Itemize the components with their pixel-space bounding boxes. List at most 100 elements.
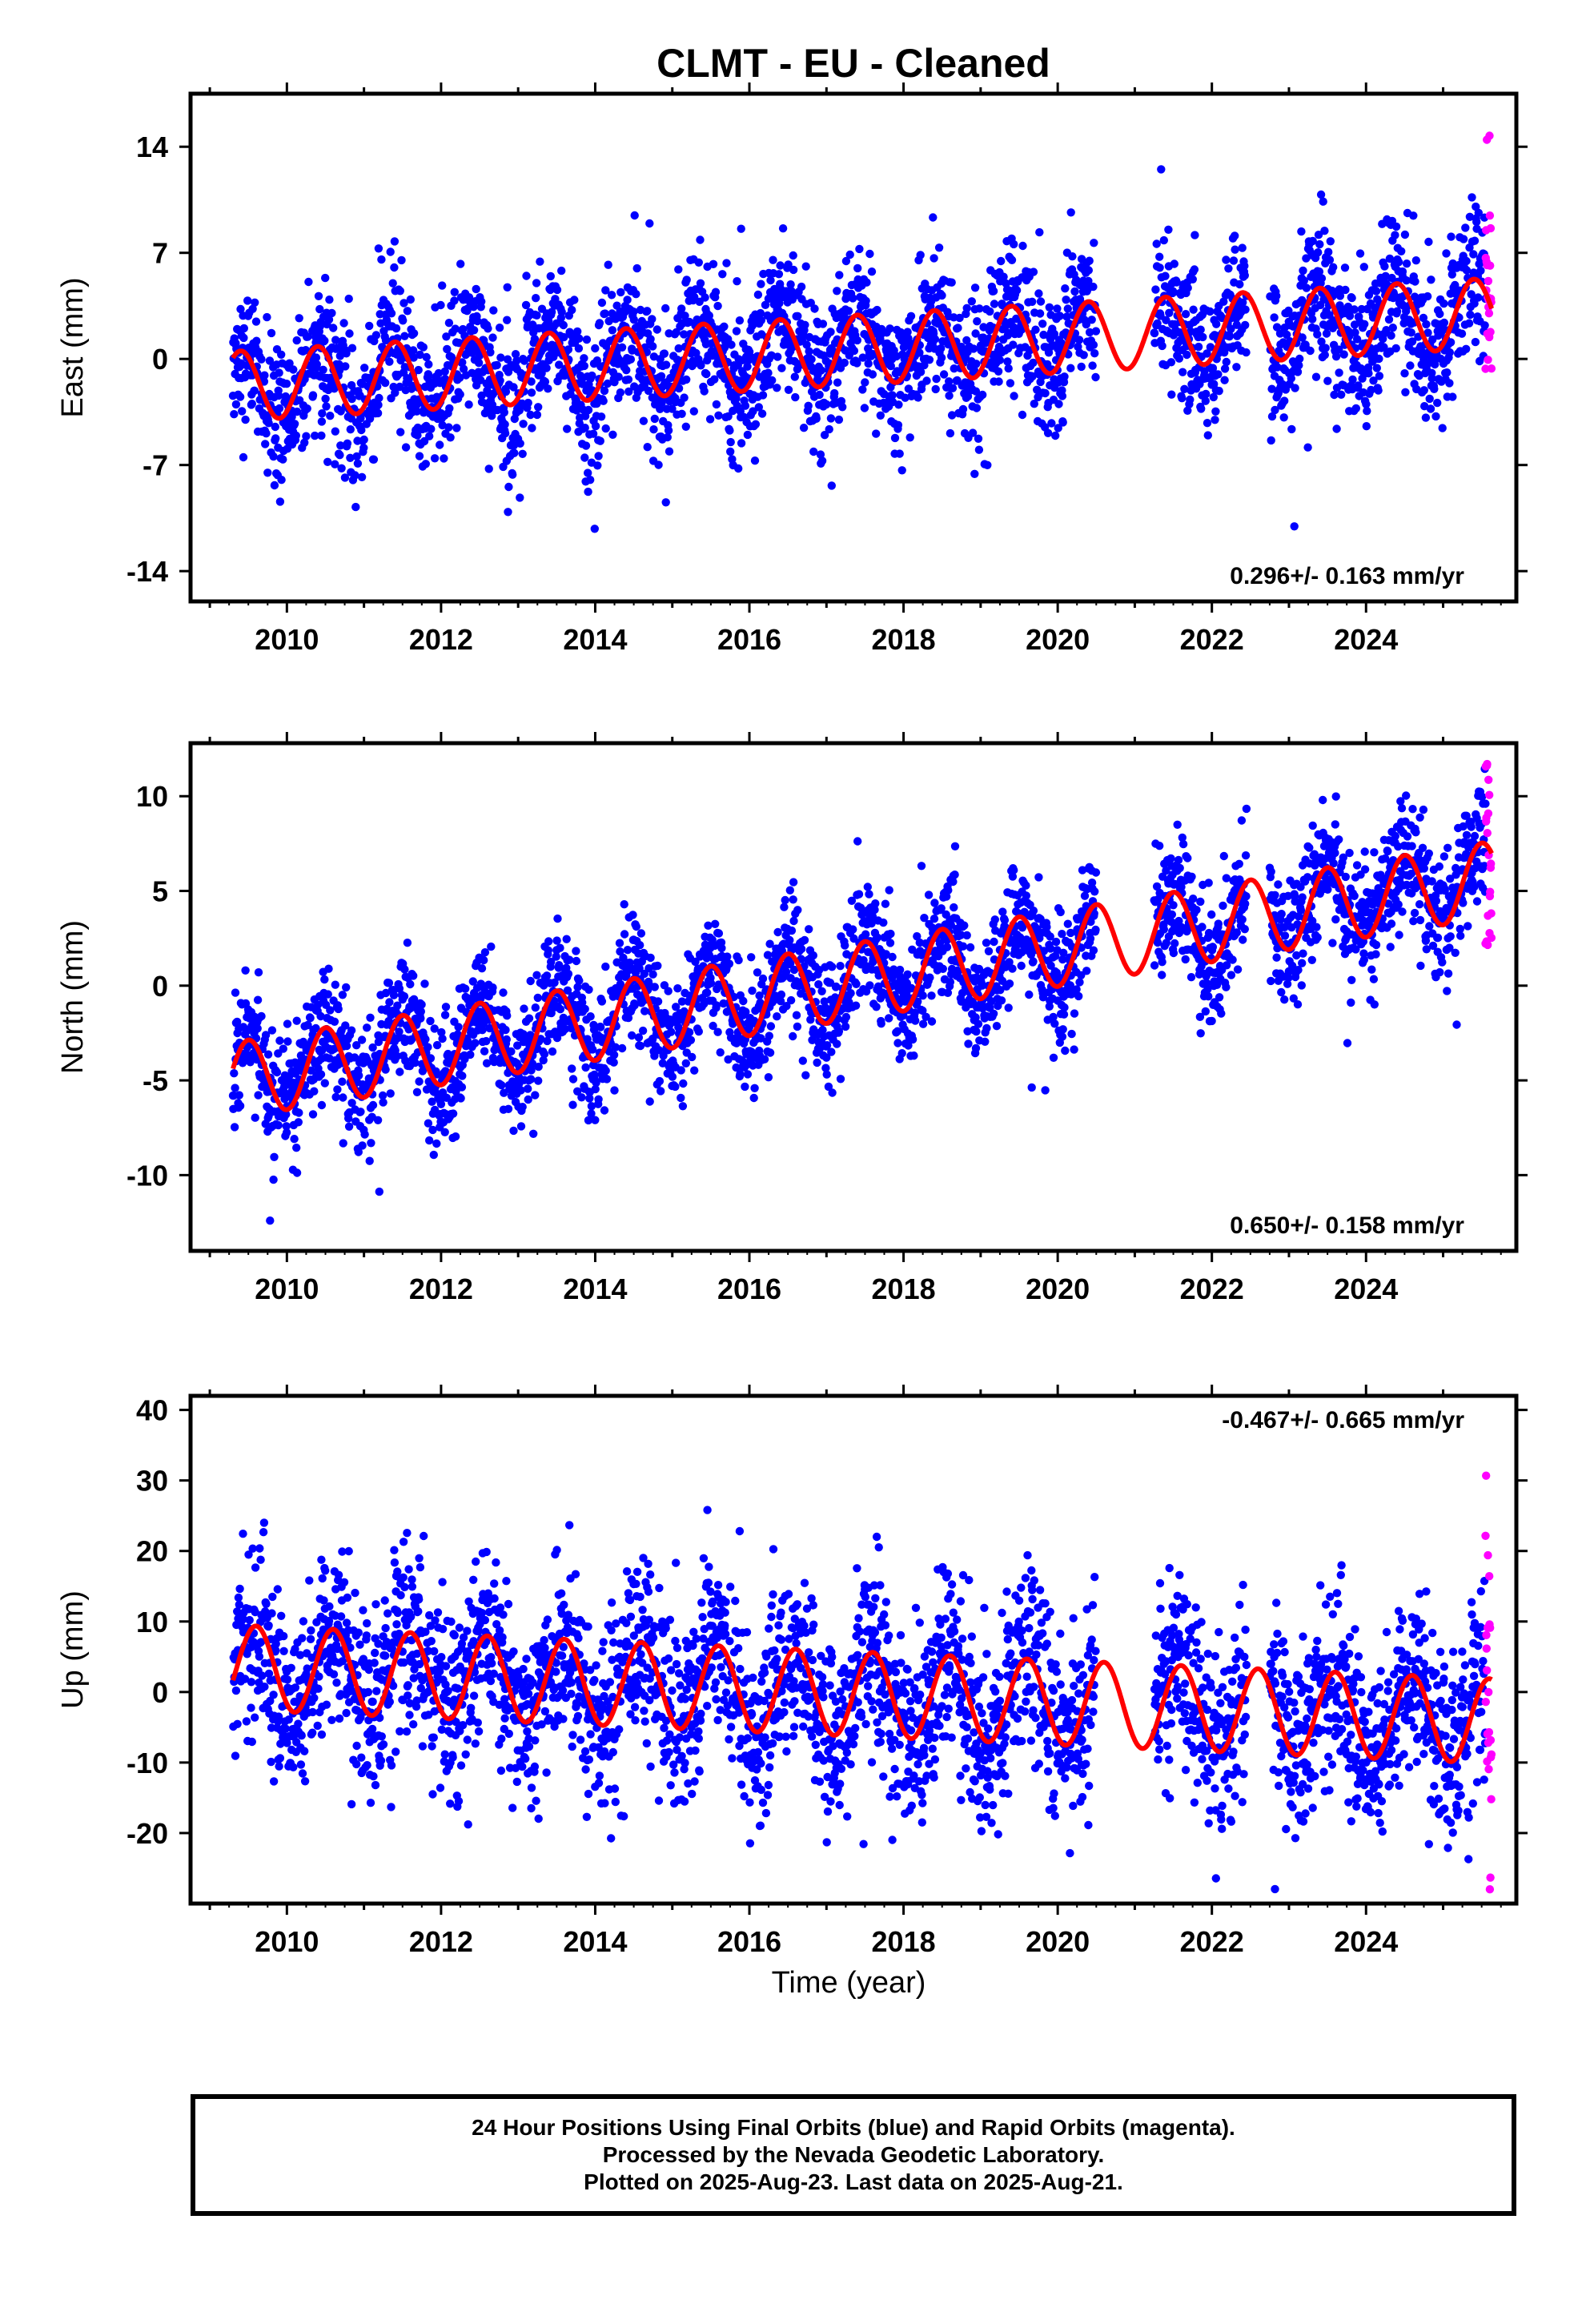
final-orbit-point bbox=[368, 1100, 378, 1110]
final-orbit-point bbox=[1380, 262, 1389, 271]
final-orbit-point bbox=[929, 213, 938, 222]
final-orbit-point bbox=[601, 286, 610, 295]
model-fit-line bbox=[231, 276, 1495, 421]
final-orbit-point bbox=[1055, 312, 1065, 320]
final-orbit-point bbox=[385, 357, 394, 366]
final-orbit-point bbox=[833, 378, 842, 387]
final-orbit-point bbox=[813, 1058, 821, 1068]
final-orbit-point bbox=[862, 278, 871, 287]
final-orbit-point bbox=[648, 970, 657, 979]
final-orbit-point bbox=[679, 1079, 688, 1088]
final-orbit-point bbox=[1241, 305, 1250, 314]
rapid-orbit-point bbox=[1485, 211, 1495, 220]
final-orbit-point bbox=[1459, 235, 1468, 243]
final-orbit-point bbox=[1302, 283, 1311, 292]
final-orbit-point bbox=[791, 392, 800, 402]
final-orbit-point bbox=[338, 1077, 347, 1086]
final-orbit-point bbox=[638, 1026, 648, 1035]
final-orbit-point bbox=[292, 407, 302, 416]
final-orbit-point bbox=[632, 290, 640, 299]
final-orbit-point bbox=[906, 312, 916, 320]
final-orbit-point bbox=[1293, 368, 1303, 376]
final-orbit-point bbox=[861, 930, 870, 939]
final-orbit-point bbox=[877, 1019, 885, 1028]
final-orbit-point bbox=[704, 921, 713, 931]
final-orbit-point bbox=[962, 304, 971, 312]
final-orbit-point bbox=[230, 410, 239, 419]
final-orbit-point bbox=[1275, 329, 1285, 338]
final-orbit-point bbox=[1007, 255, 1017, 264]
final-orbit-point bbox=[450, 296, 459, 305]
final-orbit-point bbox=[948, 384, 958, 392]
final-orbit-point bbox=[316, 1011, 325, 1021]
final-orbit-point bbox=[1229, 256, 1239, 265]
final-orbit-point bbox=[396, 287, 404, 296]
final-orbit-point bbox=[620, 900, 628, 909]
x-tick-label: 2012 bbox=[409, 623, 473, 656]
final-orbit-point bbox=[1051, 431, 1060, 440]
final-orbit-point bbox=[315, 304, 324, 314]
final-orbit-point bbox=[986, 307, 994, 316]
final-orbit-point bbox=[1445, 348, 1455, 357]
final-orbit-point bbox=[816, 450, 825, 459]
final-orbit-point bbox=[711, 919, 720, 929]
final-orbit-point bbox=[1079, 351, 1088, 360]
final-orbit-point bbox=[556, 1005, 565, 1014]
final-orbit-point bbox=[374, 400, 383, 409]
final-orbit-point bbox=[1062, 312, 1071, 321]
final-orbit-point bbox=[285, 359, 294, 368]
final-orbit-point bbox=[741, 1082, 749, 1092]
final-orbit-point bbox=[257, 1011, 266, 1021]
final-orbit-point bbox=[1085, 328, 1094, 337]
final-orbit-point bbox=[865, 249, 874, 259]
final-orbit-point bbox=[853, 336, 862, 345]
final-orbit-point bbox=[279, 1044, 287, 1053]
final-orbit-point bbox=[636, 929, 646, 938]
final-orbit-point bbox=[934, 243, 944, 252]
final-orbit-point bbox=[1397, 247, 1406, 255]
final-orbit-point bbox=[834, 415, 844, 424]
final-orbit-point bbox=[412, 1088, 422, 1097]
final-orbit-point bbox=[548, 1047, 557, 1056]
final-orbit-point bbox=[466, 1050, 475, 1059]
final-orbit-point bbox=[1446, 338, 1456, 347]
final-orbit-point bbox=[614, 372, 623, 381]
final-orbit-point bbox=[552, 936, 561, 945]
final-orbit-point bbox=[519, 420, 528, 428]
final-orbit-point bbox=[739, 996, 748, 1006]
final-orbit-point bbox=[1189, 305, 1198, 314]
final-orbit-point bbox=[448, 1109, 458, 1118]
final-orbit-point bbox=[503, 1011, 512, 1020]
final-orbit-point bbox=[547, 308, 556, 316]
final-orbit-point bbox=[818, 320, 828, 328]
final-orbit-point bbox=[995, 356, 1005, 364]
final-orbit-point bbox=[283, 1037, 292, 1046]
final-orbit-point bbox=[501, 387, 511, 396]
final-orbit-point bbox=[317, 1100, 327, 1110]
final-orbit-point bbox=[797, 282, 806, 292]
final-orbit-point bbox=[725, 426, 734, 435]
final-orbit-point bbox=[758, 974, 768, 983]
final-orbit-point bbox=[648, 315, 656, 324]
final-orbit-point bbox=[580, 354, 588, 363]
final-orbit-point bbox=[908, 1035, 917, 1044]
final-orbit-point bbox=[1186, 395, 1195, 404]
final-orbit-point bbox=[1381, 271, 1390, 280]
final-orbit-point bbox=[756, 308, 765, 318]
final-orbit-point bbox=[1077, 362, 1086, 372]
final-orbit-point bbox=[1313, 330, 1322, 339]
final-orbit-point bbox=[488, 983, 497, 992]
final-orbit-point bbox=[1167, 390, 1176, 399]
final-orbit-point bbox=[1308, 315, 1317, 324]
final-orbit-point bbox=[1355, 249, 1365, 258]
final-orbit-point bbox=[353, 459, 363, 468]
final-orbit-point bbox=[342, 983, 351, 992]
final-orbit-point bbox=[805, 347, 813, 356]
final-orbit-point bbox=[602, 1075, 612, 1084]
final-orbit-point bbox=[233, 1017, 242, 1027]
final-orbit-point bbox=[316, 1070, 326, 1079]
final-orbit-point bbox=[264, 419, 273, 428]
final-orbit-point bbox=[797, 944, 806, 954]
x-tick-label: 2020 bbox=[1026, 623, 1090, 656]
final-orbit-point bbox=[901, 393, 909, 402]
